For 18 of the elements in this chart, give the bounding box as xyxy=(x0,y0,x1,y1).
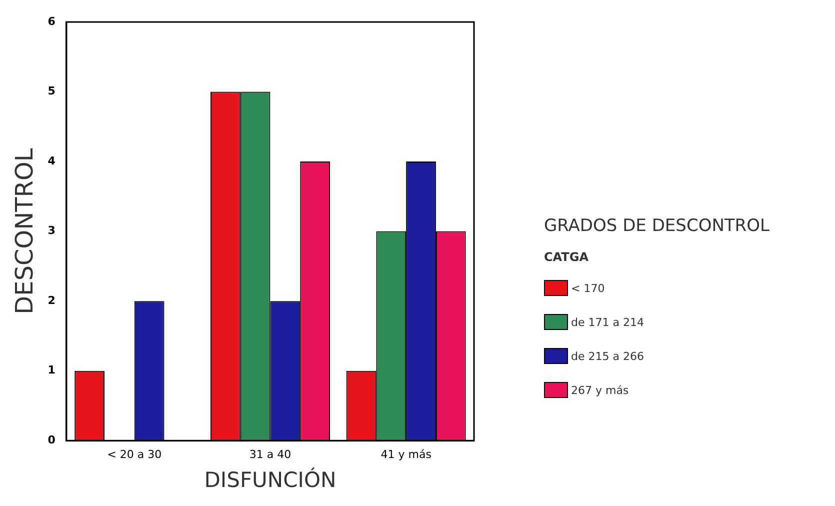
y-tick-label: 6 xyxy=(48,14,56,28)
x-tick-label: 31 a 40 xyxy=(249,448,292,462)
x-tick-label: < 20 a 30 xyxy=(107,448,162,462)
y-tick-label: 2 xyxy=(48,294,56,307)
legend-label: 267 y más xyxy=(571,384,629,396)
legend-label: de 171 a 214 xyxy=(571,316,644,328)
text: GRADOS DE DESCONTROL xyxy=(544,216,770,236)
y-axis-title: DESCONTROL xyxy=(10,148,39,314)
legend-title: CATGA xyxy=(544,250,590,264)
y-tick-label: 1 xyxy=(48,364,56,377)
x-axis-title: DISFUNCIÓN xyxy=(204,466,336,492)
y-tick-label: 3 xyxy=(48,224,56,238)
x-tick-label: 41 y más xyxy=(380,448,432,462)
y-tick-label: 5 xyxy=(48,84,56,98)
legend-label: < 170 xyxy=(571,282,605,294)
y-tick-label: 0 xyxy=(48,433,56,446)
legend-label: de 215 a 266 xyxy=(571,350,644,362)
y-tick-label: 4 xyxy=(48,154,56,168)
